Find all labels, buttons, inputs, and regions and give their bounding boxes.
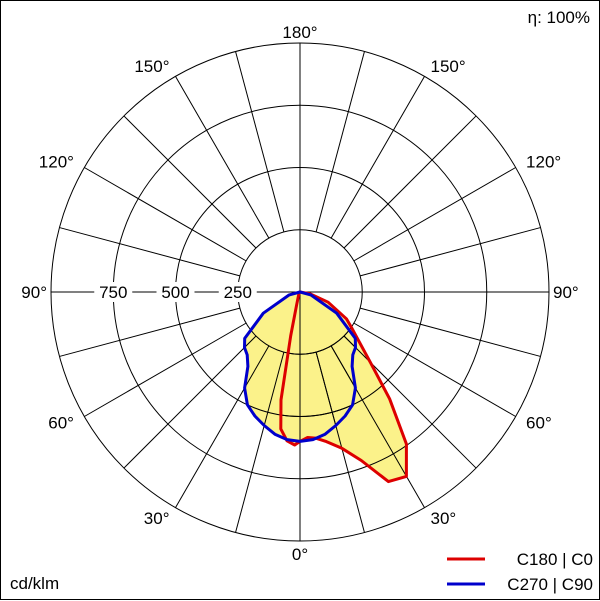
grid-spoke xyxy=(343,115,477,249)
angle-labels: 180° 150° 150° 120° 120° 90° 90° 60° 60° 30° 30° 0° xyxy=(7,23,593,564)
grid-spoke xyxy=(359,227,541,277)
angle-label: 150° xyxy=(431,57,466,76)
angle-label: 90° xyxy=(21,283,47,302)
angle-label: 120° xyxy=(526,153,561,172)
series-line-1 xyxy=(243,290,357,443)
angle-label: 90° xyxy=(553,283,579,302)
grid-spoke xyxy=(175,76,270,239)
grid-spoke xyxy=(59,227,241,277)
legend-label-0: C180 | C0 xyxy=(517,550,593,569)
radial-tick-label: 500 xyxy=(161,283,189,302)
angle-label-bg xyxy=(33,412,76,434)
angle-label-bg xyxy=(33,151,76,173)
angle-label-bg xyxy=(428,55,471,77)
angle-label: 60° xyxy=(526,414,552,433)
grid-spoke xyxy=(359,307,541,357)
polar-grid xyxy=(50,42,550,542)
radial-label-bg xyxy=(156,282,195,302)
angle-label: 30° xyxy=(144,509,170,528)
angle-label-bg xyxy=(7,282,49,303)
grid-spoke xyxy=(123,335,257,469)
radial-label-bg xyxy=(218,282,257,302)
angle-label: 150° xyxy=(134,57,169,76)
grid-spoke xyxy=(330,345,356,442)
unit-label: cd/klm xyxy=(10,574,59,593)
grid-spoke xyxy=(123,115,257,249)
grid-spoke xyxy=(353,322,516,417)
angle-label-bg xyxy=(129,508,172,530)
efficiency-label: η: 100% xyxy=(528,8,590,27)
angle-label: 180° xyxy=(282,23,317,42)
series-lines xyxy=(243,290,408,484)
radial-tick-labels: 250 500 750 xyxy=(94,282,257,302)
angle-label-bg xyxy=(428,508,471,530)
series-line-0 xyxy=(279,290,408,484)
grid-spoke xyxy=(343,335,407,469)
grid-spoke xyxy=(315,51,365,233)
grid-spoke xyxy=(235,51,285,233)
angle-label-bg xyxy=(524,151,567,173)
angle-label: 120° xyxy=(39,153,74,172)
grid-spoke xyxy=(315,351,356,442)
radial-label-bg xyxy=(94,282,133,302)
grid-spoke xyxy=(353,167,516,262)
legend: C180 | C0 C270 | C90 xyxy=(447,550,593,594)
angle-label: 30° xyxy=(431,509,457,528)
grid-spoke xyxy=(84,322,247,417)
angle-label-bg xyxy=(129,55,172,77)
grid-spoke xyxy=(84,167,247,262)
legend-label-1: C270 | C90 xyxy=(507,575,593,594)
radial-tick-label: 750 xyxy=(99,283,127,302)
grid-spoke xyxy=(244,345,270,442)
radial-tick-label: 250 xyxy=(224,283,252,302)
angle-label-bg xyxy=(524,412,567,434)
grid-spoke xyxy=(244,351,285,442)
angle-label-bg xyxy=(551,282,593,303)
grid-spoke xyxy=(59,307,241,357)
angle-label: 0° xyxy=(292,545,308,564)
angle-label: 60° xyxy=(48,414,74,433)
grid-spoke xyxy=(330,76,425,239)
